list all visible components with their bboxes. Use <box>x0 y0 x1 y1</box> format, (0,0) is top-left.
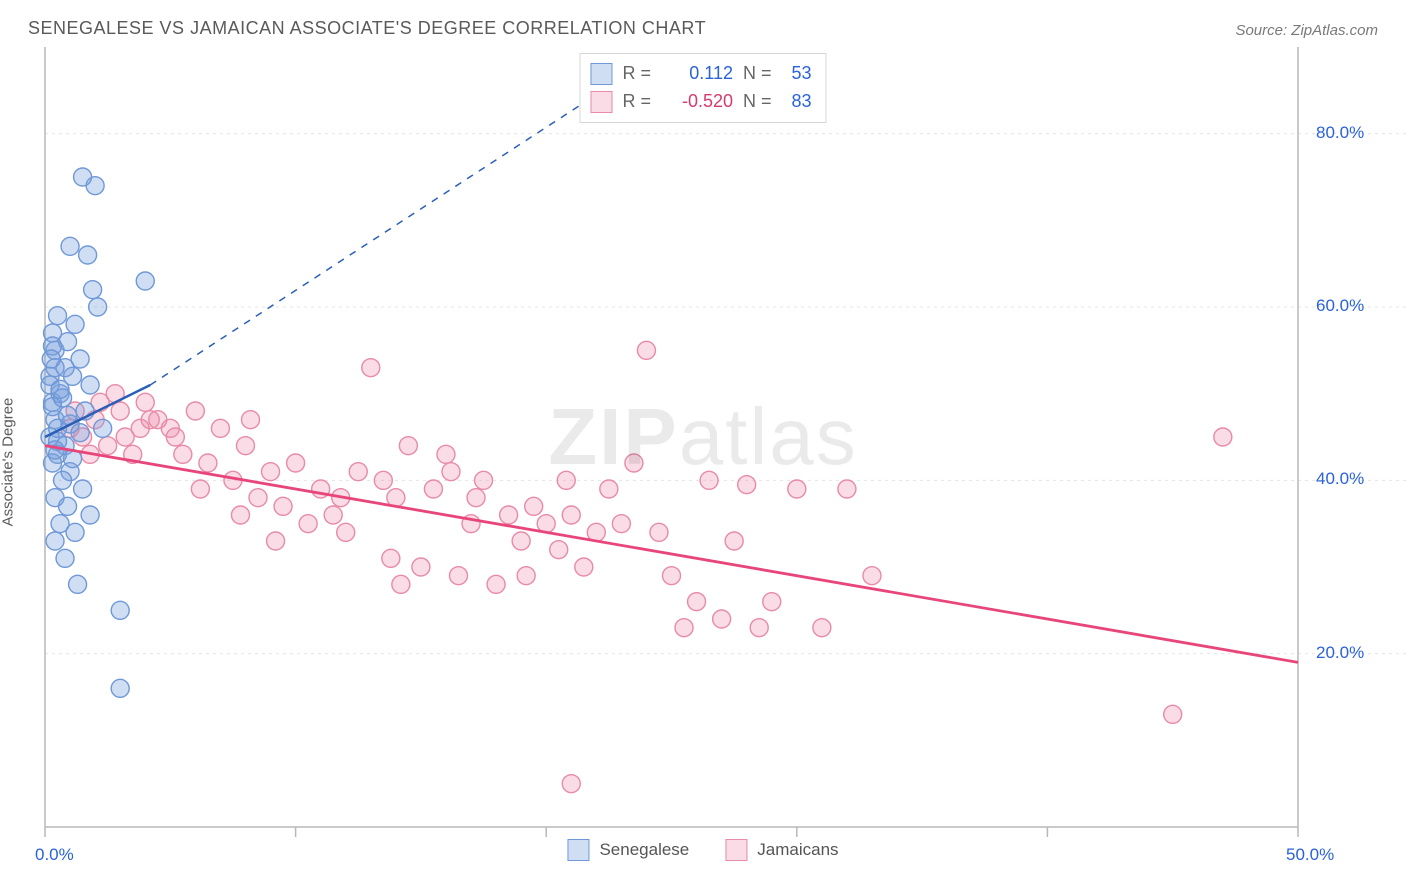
y-tick-label: 40.0% <box>1316 469 1364 489</box>
legend-item-2: Jamaicans <box>725 839 838 861</box>
series2-swatch-icon <box>590 91 612 113</box>
source-attribution: Source: ZipAtlas.com <box>1235 22 1378 39</box>
chart-title: SENEGALESE VS JAMAICAN ASSOCIATE'S DEGRE… <box>28 18 706 39</box>
series1-swatch-icon <box>590 63 612 85</box>
y-tick-label: 20.0% <box>1316 643 1364 663</box>
legend-label-2: Jamaicans <box>757 840 838 860</box>
legend-swatch-2-icon <box>725 839 747 861</box>
scatter-plot <box>0 47 1406 877</box>
r-label-1: R = <box>622 60 651 88</box>
n-value-1: 53 <box>782 60 812 88</box>
header: SENEGALESE VS JAMAICAN ASSOCIATE'S DEGRE… <box>0 0 1406 47</box>
series-legend: Senegalese Jamaicans <box>567 839 838 861</box>
y-tick-label: 80.0% <box>1316 123 1364 143</box>
r-label-2: R = <box>622 88 651 116</box>
chart-area: Associate's Degree ZIPatlas R = 0.112 N … <box>0 47 1406 877</box>
correlation-legend: R = 0.112 N = 53 R = -0.520 N = 83 <box>579 53 826 123</box>
legend-item-1: Senegalese <box>567 839 689 861</box>
x-tick-label: 0.0% <box>35 845 74 865</box>
x-tick-label: 50.0% <box>1286 845 1334 865</box>
correlation-row-1: R = 0.112 N = 53 <box>590 60 811 88</box>
y-axis-title: Associate's Degree <box>0 398 17 527</box>
n-label-2: N = <box>743 88 772 116</box>
y-tick-label: 60.0% <box>1316 296 1364 316</box>
legend-swatch-1-icon <box>567 839 589 861</box>
r-value-2: -0.520 <box>661 88 733 116</box>
correlation-row-2: R = -0.520 N = 83 <box>590 88 811 116</box>
n-value-2: 83 <box>782 88 812 116</box>
legend-label-1: Senegalese <box>599 840 689 860</box>
r-value-1: 0.112 <box>661 60 733 88</box>
n-label-1: N = <box>743 60 772 88</box>
